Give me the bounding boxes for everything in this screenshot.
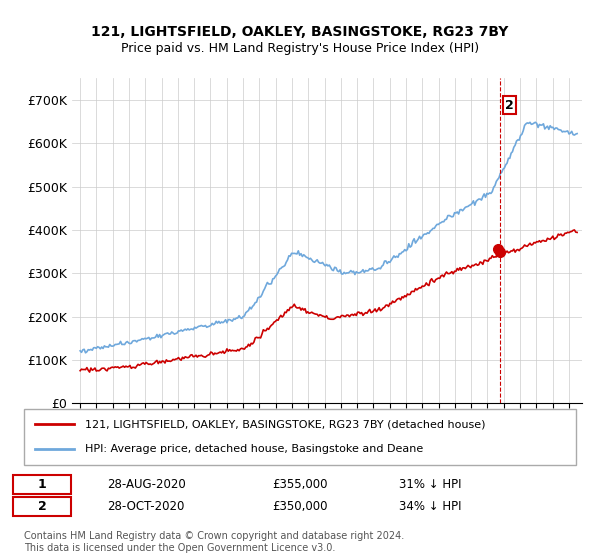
Text: 2: 2 (38, 500, 47, 513)
Text: 28-OCT-2020: 28-OCT-2020 (107, 500, 184, 513)
Text: £355,000: £355,000 (272, 478, 328, 492)
Text: 1: 1 (38, 478, 47, 492)
FancyBboxPatch shape (13, 497, 71, 516)
Text: HPI: Average price, detached house, Basingstoke and Deane: HPI: Average price, detached house, Basi… (85, 444, 423, 454)
Text: Price paid vs. HM Land Registry's House Price Index (HPI): Price paid vs. HM Land Registry's House … (121, 42, 479, 55)
Text: 28-AUG-2020: 28-AUG-2020 (107, 478, 185, 492)
Text: 34% ↓ HPI: 34% ↓ HPI (400, 500, 462, 513)
FancyBboxPatch shape (24, 409, 576, 465)
Text: 121, LIGHTSFIELD, OAKLEY, BASINGSTOKE, RG23 7BY (detached house): 121, LIGHTSFIELD, OAKLEY, BASINGSTOKE, R… (85, 419, 485, 430)
FancyBboxPatch shape (13, 475, 71, 494)
Text: 31% ↓ HPI: 31% ↓ HPI (400, 478, 462, 492)
Text: 121, LIGHTSFIELD, OAKLEY, BASINGSTOKE, RG23 7BY: 121, LIGHTSFIELD, OAKLEY, BASINGSTOKE, R… (91, 25, 509, 39)
Text: Contains HM Land Registry data © Crown copyright and database right 2024.
This d: Contains HM Land Registry data © Crown c… (24, 531, 404, 553)
Text: 2: 2 (505, 99, 514, 111)
Text: £350,000: £350,000 (272, 500, 328, 513)
